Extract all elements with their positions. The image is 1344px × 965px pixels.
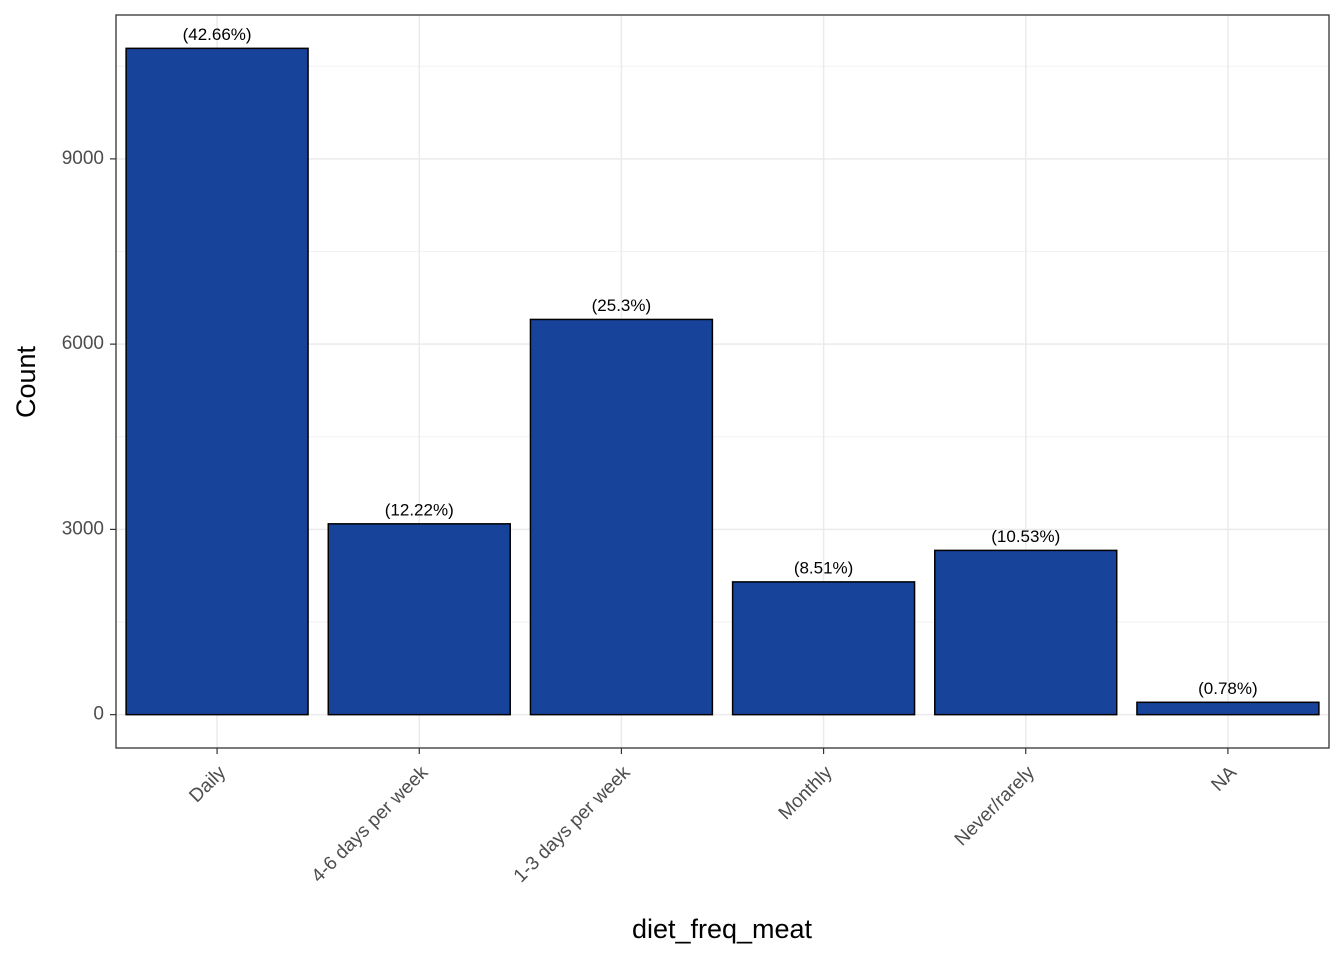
y-tick-label: 6000 [62, 333, 104, 354]
bar [1136, 701, 1320, 716]
y-tick-label: 3000 [62, 518, 104, 539]
data-label: (0.78%) [1198, 679, 1258, 698]
bar [934, 549, 1118, 716]
data-label: (10.53%) [991, 527, 1060, 546]
plot-border [115, 14, 1330, 749]
bar [731, 581, 916, 716]
y-axis-title: Count [11, 345, 41, 418]
y-tick-label: 9000 [62, 148, 104, 169]
bar [327, 523, 511, 716]
bar [125, 47, 309, 716]
x-axis-title: diet_freq_meat [632, 914, 813, 944]
data-label: (12.22%) [385, 500, 454, 519]
bar [529, 318, 714, 716]
data-label: (25.3%) [592, 296, 652, 315]
data-label: (8.51%) [794, 558, 854, 577]
y-tick-label: 0 [93, 704, 104, 725]
data-label: (42.66%) [183, 25, 252, 44]
